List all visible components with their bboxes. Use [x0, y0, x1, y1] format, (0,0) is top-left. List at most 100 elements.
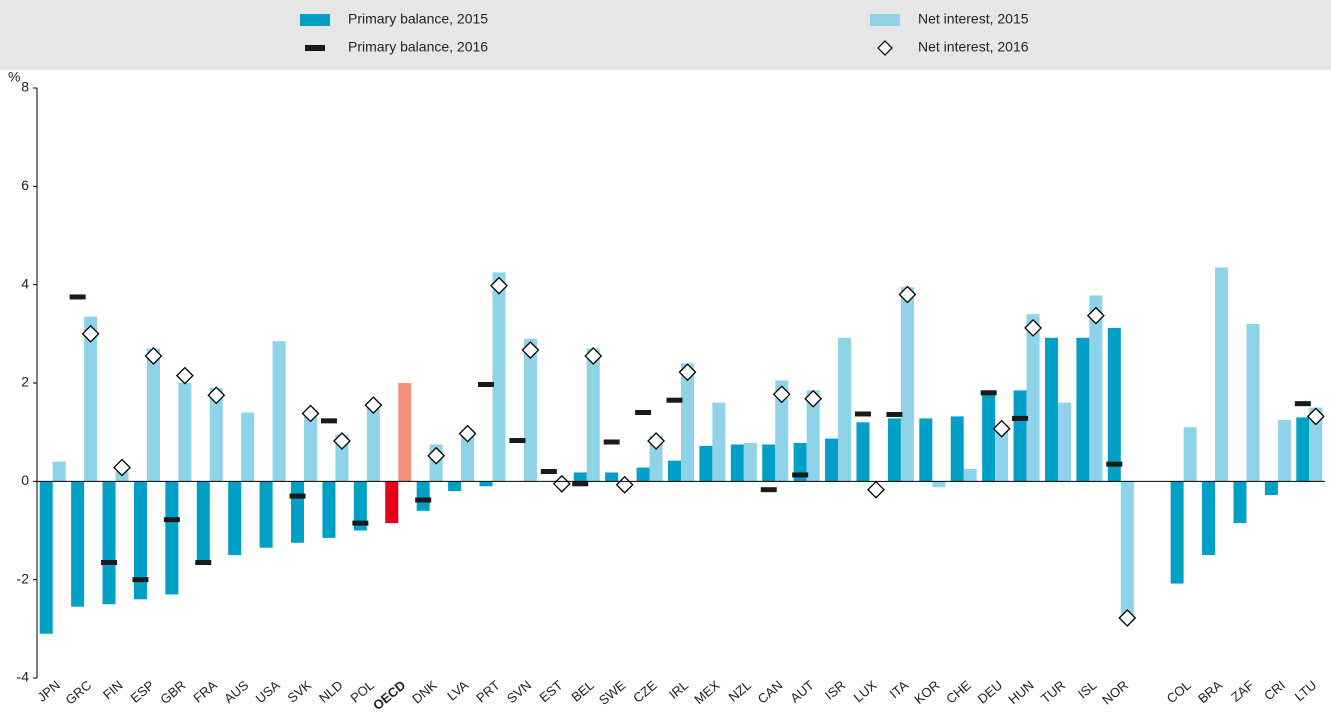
bar [448, 481, 462, 492]
x-tick-label: SWE [596, 677, 629, 708]
bar [241, 412, 255, 482]
x-tick-label: DNK [409, 677, 440, 706]
dash-marker [980, 390, 997, 396]
bar [84, 316, 98, 482]
bar [1277, 419, 1291, 482]
dash-marker [478, 381, 495, 387]
bar [479, 481, 493, 487]
dash-marker [69, 294, 86, 300]
diamond-marker [772, 385, 791, 404]
diamond-marker [678, 363, 697, 382]
diamond-marker [992, 419, 1011, 438]
dash-marker [603, 439, 620, 445]
legend-swatch [300, 14, 330, 26]
bar [1120, 481, 1134, 622]
diamond-marker [647, 432, 666, 450]
dash-marker [886, 411, 903, 417]
bar [1264, 481, 1278, 496]
dash-marker [415, 497, 432, 503]
bar [887, 418, 901, 482]
x-tick-label: ITA [887, 677, 912, 701]
dash-marker [1012, 415, 1029, 421]
bar [291, 481, 305, 543]
dash-marker [540, 469, 557, 474]
bar [1026, 314, 1040, 482]
bar [461, 429, 475, 482]
bar [605, 472, 619, 482]
diamond-marker [584, 347, 603, 365]
dash-marker [1106, 461, 1123, 467]
x-tick-label: AUT [787, 677, 817, 705]
x-tick-label: ZAF [1228, 677, 1256, 704]
bar [668, 460, 681, 482]
x-tick-label: GRC [62, 677, 94, 707]
dash-marker [352, 520, 369, 526]
bar [165, 481, 179, 595]
bar [146, 348, 160, 482]
diamond-marker [81, 324, 100, 343]
bar [259, 481, 273, 548]
x-tick-label: ESP [128, 677, 158, 705]
x-tick-label: JPN [34, 677, 62, 704]
bar [322, 481, 336, 538]
bar [762, 444, 776, 482]
bar [793, 442, 807, 482]
bar [366, 405, 380, 482]
bar [39, 481, 53, 634]
x-tick-label: CAN [755, 677, 786, 706]
dash-marker [320, 418, 337, 424]
bar [1246, 324, 1260, 482]
diamond-marker [458, 424, 477, 443]
x-tick-label: PRT [473, 677, 502, 705]
dash-marker [792, 472, 809, 478]
x-tick-label: OECD [370, 677, 408, 713]
x-tick-label: NLD [316, 677, 346, 705]
dash-marker [1294, 401, 1311, 407]
x-tick-label: FRA [190, 677, 220, 705]
diamond-marker [867, 480, 885, 499]
legend-swatch [877, 40, 893, 56]
bar [304, 412, 318, 482]
bar [963, 469, 977, 482]
dash-marker [509, 438, 526, 444]
bar [492, 272, 506, 482]
diamond-marker [175, 366, 194, 385]
x-tick-label: DEU [975, 677, 1006, 706]
bar [209, 387, 223, 482]
bar [71, 481, 85, 607]
x-tick-label: HUN [1005, 677, 1036, 707]
legend-label: Primary balance, 2015 [348, 11, 488, 27]
bar [523, 338, 537, 482]
x-tick-label: USA [253, 677, 283, 706]
dash-marker [760, 487, 777, 493]
diamond-marker [898, 285, 917, 304]
bar [932, 481, 946, 488]
bar [196, 481, 210, 563]
dash-marker [289, 493, 306, 499]
legend-label: Net interest, 2015 [918, 11, 1029, 27]
bar [1013, 390, 1027, 482]
bar [1296, 417, 1310, 482]
bar [856, 422, 870, 482]
x-tick-label: CRI [1261, 677, 1288, 703]
dash-marker [666, 397, 683, 403]
bar [649, 436, 663, 482]
x-tick-label: NOR [1099, 677, 1131, 707]
bar [573, 472, 587, 482]
bar [982, 390, 996, 482]
x-tick-label: FIN [100, 677, 126, 702]
bar [228, 481, 242, 556]
x-tick-label: ISL [1075, 677, 1100, 701]
bar [1170, 481, 1184, 584]
diamond-marker [144, 347, 163, 365]
diamond-marker [521, 341, 540, 359]
diamond-marker [804, 389, 823, 408]
diamond-marker [1024, 319, 1042, 337]
x-tick-label: COL [1164, 677, 1194, 706]
x-tick-label: NZL [726, 677, 754, 704]
bar [806, 390, 820, 482]
bar [838, 337, 852, 482]
bar [416, 481, 430, 511]
bar [178, 383, 192, 482]
